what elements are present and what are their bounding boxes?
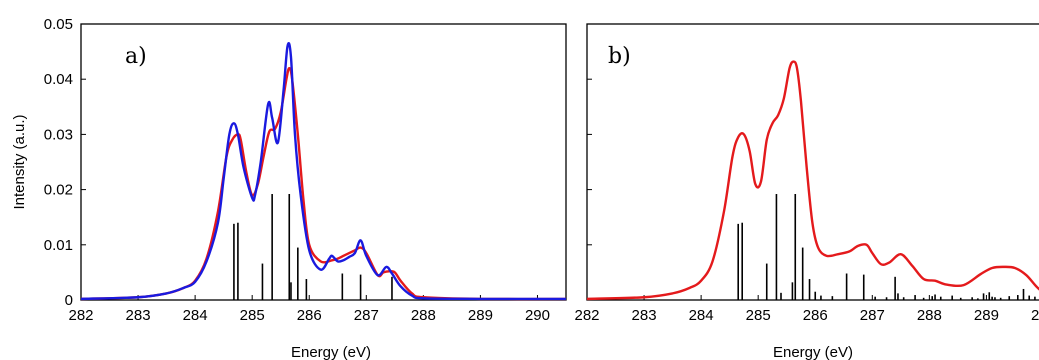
- panel-a-series-line-2: [80, 42, 567, 301]
- panel-a-x-tick-label: 287: [354, 307, 379, 324]
- panel-b-x-tick-label: 285: [746, 307, 771, 324]
- panel-a-y-tick-label: 0.01: [44, 237, 73, 254]
- panel-b-x-axis-title: Energy (eV): [773, 344, 853, 360]
- panel-a-x-tick-label: 288: [411, 307, 436, 324]
- panel-b-frame: [586, 23, 1039, 301]
- panel-b-series-line-1: [586, 60, 1039, 301]
- panel-a-x-tick-label: 282: [68, 307, 93, 324]
- panel-a-series-line-1: [80, 66, 567, 301]
- panel-a-y-tick-label: 0.03: [44, 126, 73, 143]
- panel-a-y-tick-label: 0.02: [44, 182, 73, 199]
- panel-b-x-tick-label: 286: [803, 307, 828, 324]
- panel-a-y-tick-label: 0.05: [44, 16, 73, 33]
- panel-a-x-axis-title: Energy (eV): [291, 344, 371, 360]
- panel-a-x-tick-label: 284: [183, 307, 208, 324]
- panel-a-frame: [80, 23, 567, 301]
- panel-b-x-tick-label: 290: [1031, 307, 1039, 324]
- panel-a: 282 283 284 285 286 287 288 289 290 0 0.01 0.02 0.0…: [11, 16, 567, 360]
- panel-a-y-tick-label: 0.04: [44, 71, 73, 88]
- panel-b-x-tick-label: 284: [689, 307, 714, 324]
- panel-b: 282 283 284 285 286 287 288 289 290 b) Energy (e…: [574, 23, 1039, 360]
- panel-b-x-tick-label: 282: [574, 307, 599, 324]
- panel-a-x-tick-label: 290: [525, 307, 550, 324]
- panel-b-x-tick-label: 283: [632, 307, 657, 324]
- panel-b-x-tick-label: 288: [917, 307, 942, 324]
- panel-a-label: a): [125, 44, 147, 69]
- panel-b-x-tick-label: 287: [860, 307, 885, 324]
- panel-a-x-tick-label: 283: [126, 307, 151, 324]
- panel-a-x-tick-label: 286: [297, 307, 322, 324]
- panel-b-label: b): [608, 44, 631, 69]
- y-axis-title: Intensity (a.u.): [11, 114, 28, 209]
- panel-a-x-tick-label: 289: [468, 307, 493, 324]
- panel-a-y-tick-label: 0: [65, 292, 73, 309]
- panel-b-x-tick-label: 289: [974, 307, 999, 324]
- panel-a-x-tick-label: 285: [240, 307, 265, 324]
